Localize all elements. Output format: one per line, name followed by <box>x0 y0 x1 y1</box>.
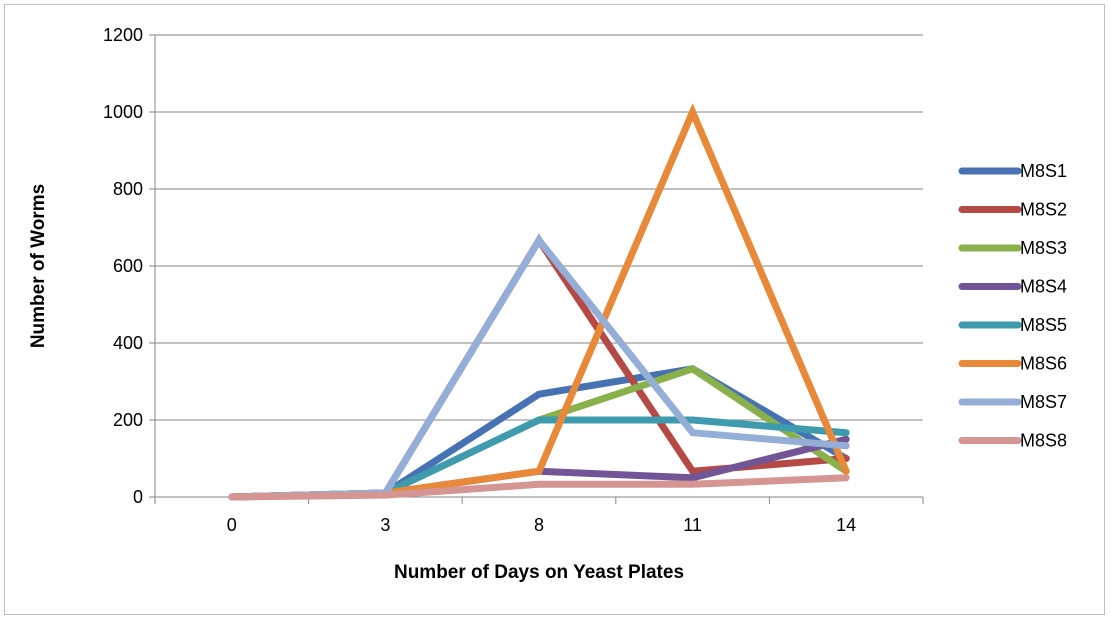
x-tick-label: 0 <box>227 515 237 535</box>
series-line-m8s1 <box>228 365 850 501</box>
legend-label-m8s2: M8S2 <box>1020 200 1067 220</box>
y-tick-label: 1000 <box>103 102 143 122</box>
series-line-m8s3 <box>228 364 850 501</box>
x-axis-title: Number of Days on Yeast Plates <box>394 562 684 583</box>
y-tick-labels: 0 200 400 600 800 1000 1200 <box>103 25 143 507</box>
series-lines <box>228 103 850 501</box>
series-line-m8s8 <box>228 474 850 501</box>
y-tick-label: 400 <box>113 333 143 353</box>
series-line-m8s7 <box>228 234 850 501</box>
legend-label-m8s5: M8S5 <box>1020 315 1067 335</box>
y-axis-title: Number of Worms <box>28 184 49 348</box>
y-tick-label: 200 <box>113 410 143 430</box>
y-tick-label: 600 <box>113 256 143 276</box>
legend-label-m8s8: M8S8 <box>1020 431 1067 451</box>
chart-frame <box>4 4 1105 615</box>
legend-label-m8s3: M8S3 <box>1020 238 1067 258</box>
x-tick-label: 8 <box>534 515 544 535</box>
y-tick-label: 1200 <box>103 25 143 45</box>
x-tick-label: 11 <box>683 515 702 535</box>
x-tick-label: 14 <box>836 515 856 535</box>
y-tick-label: 0 <box>133 487 143 507</box>
x-tick-label: 3 <box>380 515 390 535</box>
series-line-m8s2 <box>228 233 850 501</box>
legend-label-m8s4: M8S4 <box>1020 277 1067 297</box>
legend-label-m8s6: M8S6 <box>1020 354 1067 374</box>
y-tick-label: 800 <box>113 179 143 199</box>
gridlines <box>149 34 923 498</box>
legend: M8S1 M8S2 M8S3 M8S4 M8S5 M8S6 M8S7 M8S8 <box>958 161 1067 451</box>
x-tick-labels: 0 3 8 11 14 <box>227 515 856 535</box>
legend-label-m8s7: M8S7 <box>1020 392 1067 412</box>
legend-label-m8s1: M8S1 <box>1020 161 1067 181</box>
